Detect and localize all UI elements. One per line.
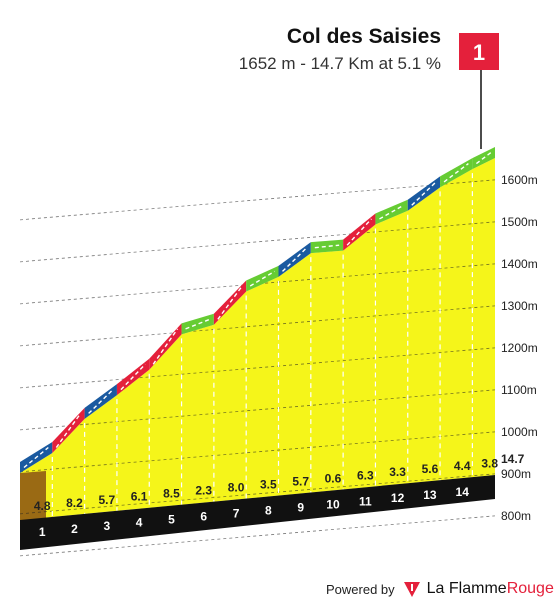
road-segment bbox=[181, 313, 214, 335]
altitude-tick-label: 1100m bbox=[501, 383, 537, 397]
gradient-label: 8.0 bbox=[228, 481, 245, 495]
road-centre-line bbox=[249, 270, 275, 287]
brand-name-part2: Rouge bbox=[506, 580, 554, 597]
km-marker-label: 7 bbox=[233, 507, 240, 521]
road-centre-line bbox=[379, 204, 405, 220]
altitude-tick-label: 800m bbox=[501, 509, 531, 523]
km-marker-label: 4 bbox=[136, 516, 143, 530]
gradient-label: 8.2 bbox=[66, 496, 83, 510]
road-centre-line bbox=[185, 318, 211, 330]
gradient-label: 5.6 bbox=[422, 462, 439, 476]
altitude-tick-label: 1500m bbox=[501, 215, 538, 229]
km-marker-label: 13 bbox=[423, 488, 437, 502]
road-segment bbox=[310, 239, 344, 254]
gradient-label: 5.7 bbox=[292, 474, 309, 488]
gradient-label: 3.3 bbox=[389, 465, 406, 479]
gradient-label: 0.6 bbox=[325, 471, 342, 485]
km-marker-label: 2 bbox=[71, 522, 78, 536]
gradient-label: 2.3 bbox=[195, 484, 212, 498]
altitude-tick-label: 1300m bbox=[501, 299, 538, 313]
gradient-label: 4.4 bbox=[454, 459, 471, 473]
road-centre-line bbox=[120, 363, 146, 391]
summit-flag-group: 1 bbox=[459, 33, 499, 149]
altitude-tick-label: 1400m bbox=[501, 257, 538, 271]
gradient-label: 3.8 bbox=[481, 457, 498, 471]
km-marker-label: 6 bbox=[200, 510, 207, 524]
labels-group: 800m900m1000m1100m1200m1300m1400m1500m16… bbox=[34, 173, 538, 539]
brand-name-part1: La Flamme bbox=[426, 580, 507, 597]
km-marker-label: 9 bbox=[297, 500, 304, 514]
road-segment bbox=[213, 280, 247, 325]
gradient-label: 5.7 bbox=[98, 493, 115, 507]
altitude-gridline bbox=[19, 221, 496, 263]
km-marker-label: 1 bbox=[39, 525, 46, 539]
profile-base-band bbox=[20, 475, 495, 550]
km-marker-label: 10 bbox=[326, 497, 340, 511]
km-dashed-lines-group bbox=[51, 173, 473, 517]
powered-by-footer[interactable]: Powered by La Flamme Rouge bbox=[326, 580, 554, 598]
road-centre-line bbox=[88, 389, 114, 414]
altitude-tick-label: 1000m bbox=[501, 425, 538, 439]
gradient-label: 8.5 bbox=[163, 487, 180, 501]
gradient-label: 4.8 bbox=[34, 499, 51, 513]
altitude-gridline bbox=[19, 431, 496, 473]
la-flamme-rouge-logo-icon bbox=[403, 582, 420, 597]
powered-by-label: Powered by bbox=[326, 581, 395, 597]
altitude-gridline bbox=[19, 179, 496, 221]
road-centre-line bbox=[411, 181, 437, 206]
gradient-label: 6.1 bbox=[131, 490, 148, 504]
profile-fill-group bbox=[20, 158, 495, 524]
summit-flag-label: 1 bbox=[473, 40, 485, 65]
km-marker-label: 14 bbox=[456, 485, 470, 499]
road-centre-line bbox=[23, 446, 49, 469]
altitude-grid-group bbox=[19, 179, 496, 557]
summit-flag bbox=[459, 33, 499, 70]
start-wall bbox=[20, 471, 46, 524]
km-marker-label: 12 bbox=[391, 491, 405, 505]
gradient-label: 3.5 bbox=[260, 477, 277, 491]
altitude-gridline bbox=[19, 347, 496, 389]
profile-fill bbox=[20, 158, 495, 520]
road-centre-line bbox=[443, 163, 469, 183]
chart-subtitle: 1652 m - 14.7 Km at 5.1 % bbox=[238, 54, 441, 73]
km-marker-label: 5 bbox=[168, 513, 175, 527]
altitude-gridline bbox=[19, 473, 496, 515]
altitude-gridline bbox=[19, 263, 496, 305]
distance-end-label: 14.7 bbox=[501, 452, 525, 466]
gradient-label: 6.3 bbox=[357, 468, 374, 482]
altitude-tick-label: 900m bbox=[501, 467, 531, 481]
profile-base-group bbox=[20, 475, 495, 550]
road-segment bbox=[375, 199, 408, 225]
km-marker-label: 3 bbox=[103, 519, 110, 533]
altitude-tick-label: 1600m bbox=[501, 173, 538, 187]
km-marker-label: 11 bbox=[359, 494, 372, 508]
altitude-gridline bbox=[19, 515, 496, 557]
altitude-tick-label: 1200m bbox=[501, 341, 538, 355]
chart-title: Col des Saisies bbox=[286, 25, 441, 48]
km-marker-label: 8 bbox=[265, 503, 272, 517]
altitude-gridline bbox=[19, 305, 496, 347]
road-centre-line bbox=[346, 218, 372, 246]
road-centre-line bbox=[475, 151, 492, 165]
road-centre-line bbox=[282, 247, 308, 272]
road-strip-group bbox=[20, 147, 495, 473]
road-centre-line bbox=[152, 328, 179, 365]
altitude-gridline bbox=[19, 389, 496, 431]
